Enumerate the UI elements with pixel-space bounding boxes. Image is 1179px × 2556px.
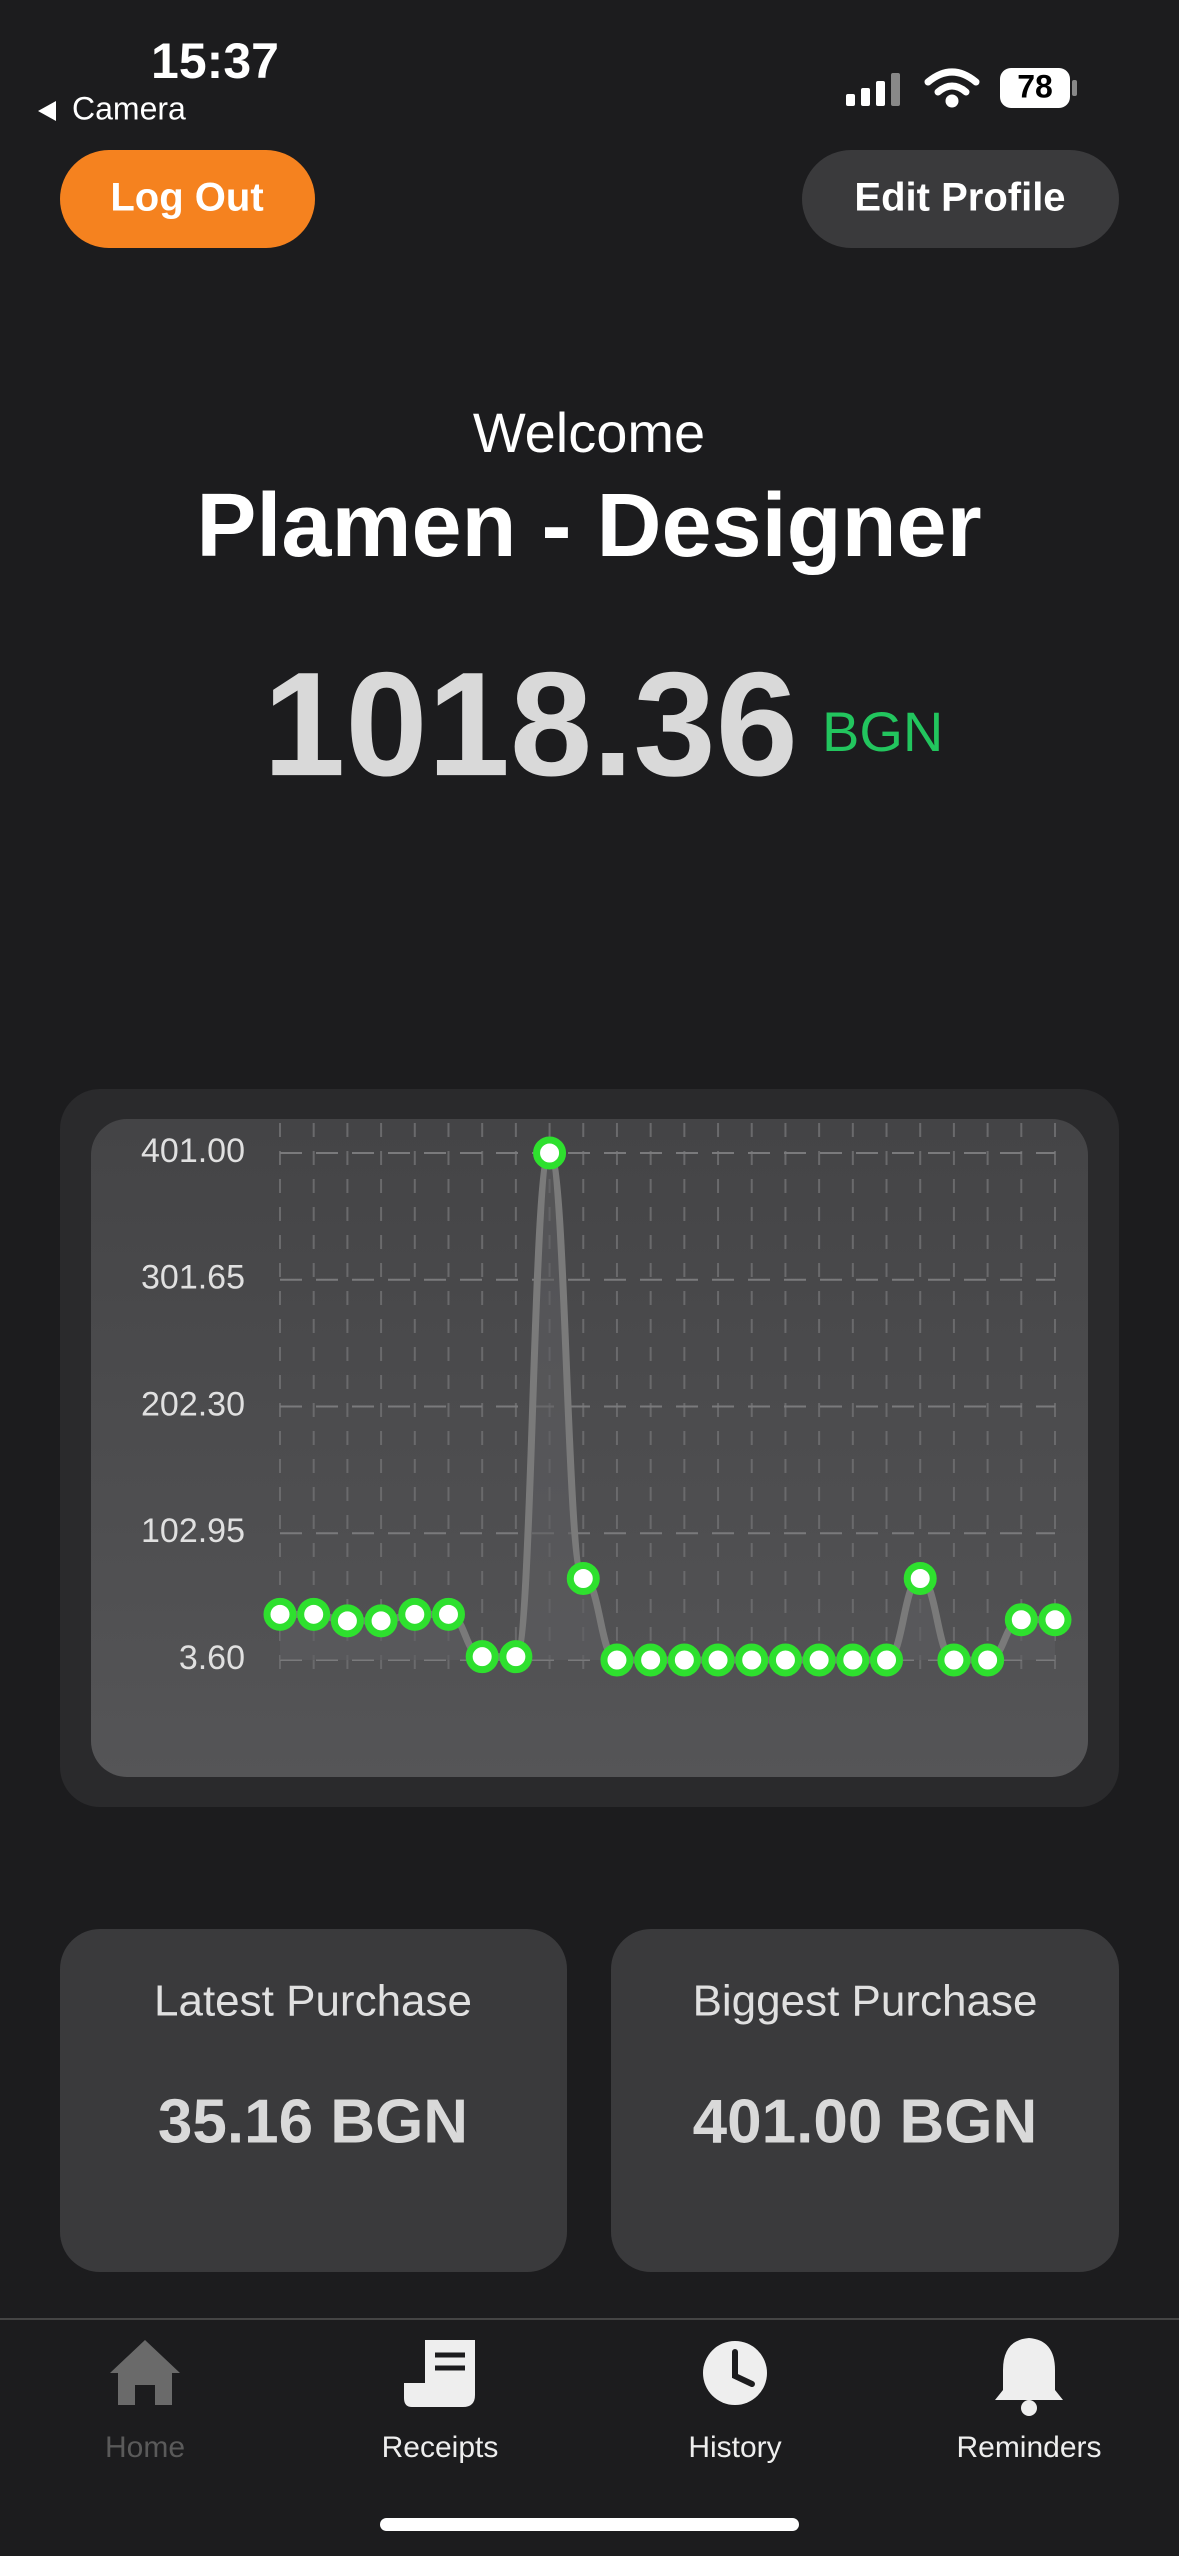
chart: 3.60 102.95 202.30 301.65 401.00 — [141, 1123, 1072, 1680]
chart-panel — [91, 1119, 1088, 1777]
user-name: Plamen - Designer — [196, 476, 981, 576]
point — [667, 1643, 701, 1677]
point — [297, 1597, 331, 1631]
point — [465, 1640, 499, 1674]
point — [499, 1640, 533, 1674]
back-label[interactable]: Camera — [72, 90, 186, 126]
reminders-icon[interactable] — [995, 2338, 1063, 2400]
point — [836, 1643, 870, 1677]
point — [566, 1561, 600, 1595]
nav-label[interactable]: Home — [105, 2431, 185, 2464]
point — [1038, 1603, 1072, 1637]
currency: BGN — [822, 700, 943, 763]
y-tick-label: 301.65 — [141, 1259, 245, 1297]
battery-level: 78 — [1017, 68, 1053, 104]
signal — [846, 73, 900, 106]
logout-label[interactable]: Log Out — [110, 176, 263, 220]
nav-label[interactable]: Receipts — [382, 2431, 499, 2464]
point — [533, 1136, 567, 1170]
card-value: 401.00 BGN — [693, 2087, 1038, 2156]
welcome: Welcome — [473, 401, 705, 464]
point — [937, 1643, 971, 1677]
y-tick-label: 102.95 — [141, 1512, 245, 1550]
balance: 1018.36 — [263, 642, 798, 807]
point — [330, 1604, 364, 1638]
battery-tip — [1072, 80, 1077, 96]
y-tick-label: 202.30 — [141, 1385, 245, 1423]
point — [600, 1643, 634, 1677]
point — [903, 1561, 937, 1595]
nav-label[interactable]: Reminders — [956, 2431, 1101, 2464]
point — [431, 1597, 465, 1631]
edit-profile-label[interactable]: Edit Profile — [854, 176, 1065, 220]
y-tick-label: 401.00 — [141, 1132, 245, 1170]
back-arrow[interactable] — [38, 101, 56, 121]
y-tick-label: 3.60 — [179, 1639, 245, 1677]
edit-profile-button[interactable] — [802, 150, 1119, 248]
point — [263, 1597, 297, 1631]
nav-label[interactable]: History — [688, 2431, 781, 2464]
point — [802, 1643, 836, 1677]
biggest-card — [611, 1929, 1119, 2272]
point — [1004, 1603, 1038, 1637]
point — [971, 1643, 1005, 1677]
battery — [1000, 68, 1070, 108]
logout-button[interactable] — [60, 150, 315, 248]
point — [364, 1604, 398, 1638]
home-indicator — [380, 2518, 799, 2531]
wifi — [924, 68, 980, 108]
card-value: 35.16 BGN — [158, 2087, 468, 2156]
home-icon[interactable] — [110, 2340, 180, 2405]
point — [634, 1643, 668, 1677]
point — [870, 1643, 904, 1677]
time: 15:37 — [151, 33, 279, 89]
point — [398, 1597, 432, 1631]
card-title: Latest Purchase — [154, 1977, 472, 2026]
nav-reminders[interactable]: Reminders — [956, 2338, 1102, 2464]
point — [735, 1643, 769, 1677]
nav-history[interactable]: History — [688, 2341, 782, 2464]
nav-home[interactable]: Home — [105, 2340, 185, 2464]
nav-receipts[interactable]: Receipts — [382, 2340, 499, 2464]
latest-card — [60, 1929, 567, 2272]
point — [701, 1643, 735, 1677]
point — [768, 1643, 802, 1677]
card-title: Biggest Purchase — [693, 1977, 1038, 2026]
